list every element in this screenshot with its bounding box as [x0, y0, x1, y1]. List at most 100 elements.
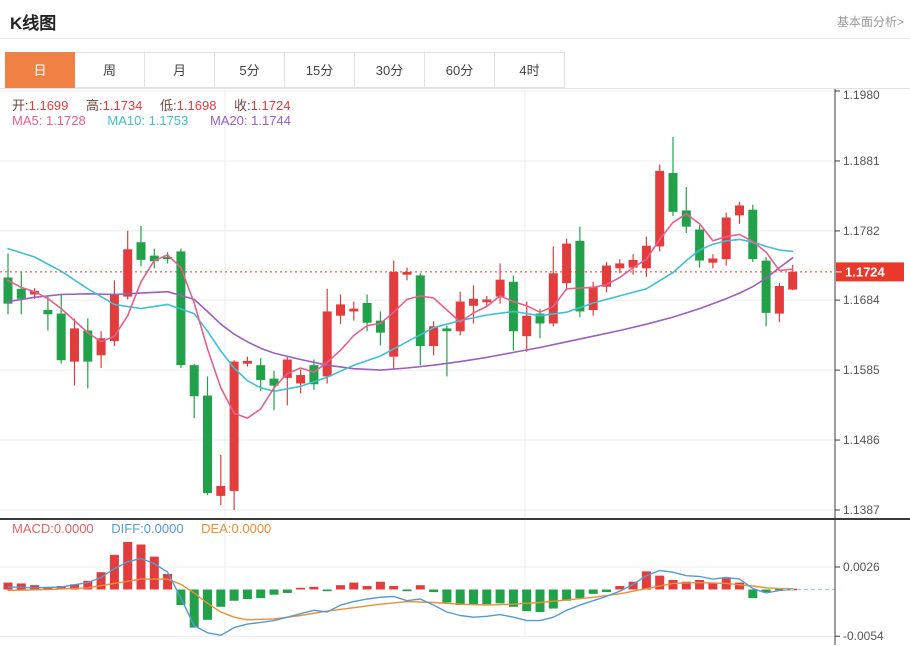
- candle-body: [735, 205, 744, 216]
- candle-body: [43, 310, 53, 315]
- macd-bar: [681, 581, 691, 590]
- candle-body: [256, 365, 266, 380]
- macd-bar: [522, 589, 532, 612]
- macd-bar: [628, 581, 638, 590]
- macd-bar: [548, 589, 558, 609]
- candle-body: [56, 313, 66, 361]
- tab-5min[interactable]: 5分: [215, 52, 285, 88]
- candle-body: [602, 265, 611, 287]
- candle-body: [70, 328, 79, 362]
- macd-bar: [96, 572, 106, 590]
- candle-body: [748, 209, 758, 260]
- macd-bar: [615, 586, 625, 590]
- macd-bar: [735, 582, 744, 590]
- candle-body: [588, 286, 598, 311]
- macd-bar: [56, 586, 66, 590]
- macd-bar: [43, 586, 53, 590]
- candle-body: [562, 243, 572, 284]
- macd-bar: [774, 588, 784, 591]
- macd-bar: [641, 571, 651, 590]
- candle-body: [189, 365, 199, 397]
- macd-bar: [349, 582, 359, 590]
- candle-body: [229, 361, 239, 491]
- macd-bar: [149, 556, 159, 590]
- macd-bar: [748, 589, 758, 599]
- header: K线图 基本面分析>: [0, 0, 910, 39]
- candle-body: [774, 286, 784, 314]
- macd-bar: [269, 589, 279, 595]
- kline-chart[interactable]: 1.1980 1.1881 1.1782 1.1684 1.1585 1.1486 1.13…: [0, 89, 910, 645]
- tab-month[interactable]: 月: [145, 52, 215, 88]
- candle-body: [482, 299, 492, 303]
- last-price-tag: 1.1724: [836, 262, 904, 282]
- macd-bar: [109, 554, 119, 590]
- macd-bar: [402, 589, 412, 592]
- candle-body: [216, 485, 226, 496]
- macd-bar: [588, 589, 598, 594]
- candle-body: [203, 395, 212, 494]
- macd-bar: [362, 586, 372, 590]
- candle-body: [575, 240, 585, 312]
- panel-divider: [0, 518, 910, 520]
- candle-body: [242, 360, 252, 364]
- tab-day[interactable]: 日: [5, 52, 75, 88]
- candle-body: [109, 293, 119, 342]
- tab-60min[interactable]: 60分: [425, 52, 495, 88]
- macd-bar: [375, 581, 385, 590]
- last-price-label: 1.1724: [845, 264, 886, 279]
- axis-tick-label: 1.1486: [843, 433, 880, 447]
- price-axis: 1.1980 1.1881 1.1782 1.1684 1.1585 1.1486 1.13…: [834, 89, 880, 645]
- fundamental-analysis-link[interactable]: 基本面分析>: [836, 15, 904, 29]
- candle-body: [668, 172, 678, 212]
- tab-15min[interactable]: 15分: [285, 52, 355, 88]
- candle-body: [641, 245, 651, 269]
- macd-bar: [216, 589, 226, 607]
- candle-body: [282, 359, 292, 378]
- macd-bar: [535, 589, 545, 612]
- candle-body: [708, 258, 718, 263]
- candle-body: [788, 271, 798, 290]
- candle-body: [495, 279, 505, 297]
- macd-bar: [203, 589, 212, 620]
- candle-body: [429, 326, 439, 347]
- candle-body: [548, 273, 558, 324]
- macd-bar: [495, 589, 505, 604]
- ma5-line: [7, 213, 794, 419]
- macd-bar: [695, 579, 705, 590]
- axis-tick-label: 0.0026: [843, 560, 880, 574]
- tab-week[interactable]: 周: [75, 52, 145, 88]
- macd-bar: [761, 589, 771, 593]
- chart-area: 开:1.1699 高:1.1734 低:1.1698 收:1.1724 MA5:…: [0, 89, 910, 645]
- macd-bar: [229, 589, 239, 601]
- candle-body: [442, 328, 452, 332]
- axis-tick-label: 1.1881: [843, 154, 880, 168]
- macd-bar: [123, 541, 133, 590]
- axis-tick-label: -0.0054: [843, 629, 884, 643]
- candle-body: [455, 301, 465, 332]
- candle-body: [123, 249, 133, 297]
- macd-bar: [296, 587, 306, 590]
- dea-line: [7, 578, 794, 621]
- macd-bar: [389, 586, 399, 590]
- candle-body: [349, 308, 359, 312]
- macd-axis: 0.0026 -0.0054: [835, 560, 884, 643]
- interval-tabs: 日周月 5分 15分 30分 60分 4时: [0, 52, 910, 89]
- candle-body: [375, 320, 385, 333]
- macd-bar: [322, 589, 332, 592]
- tab-30min[interactable]: 30分: [355, 52, 425, 88]
- macd-histogram: [3, 541, 798, 628]
- candle-body: [136, 242, 146, 260]
- axis-tick-label: 1.1585: [843, 363, 880, 377]
- candle-body: [681, 210, 691, 227]
- ma20-line: [7, 257, 794, 371]
- ma10-line: [7, 238, 794, 393]
- tab-4hour[interactable]: 4时: [495, 52, 565, 88]
- candle-body: [402, 271, 412, 275]
- macd-bar: [442, 589, 452, 603]
- macd-bar: [3, 582, 13, 590]
- macd-bar: [508, 589, 518, 607]
- candle-body: [83, 330, 93, 362]
- diff-line: [7, 557, 794, 636]
- candle-body: [535, 313, 545, 324]
- macd-bar: [136, 544, 146, 590]
